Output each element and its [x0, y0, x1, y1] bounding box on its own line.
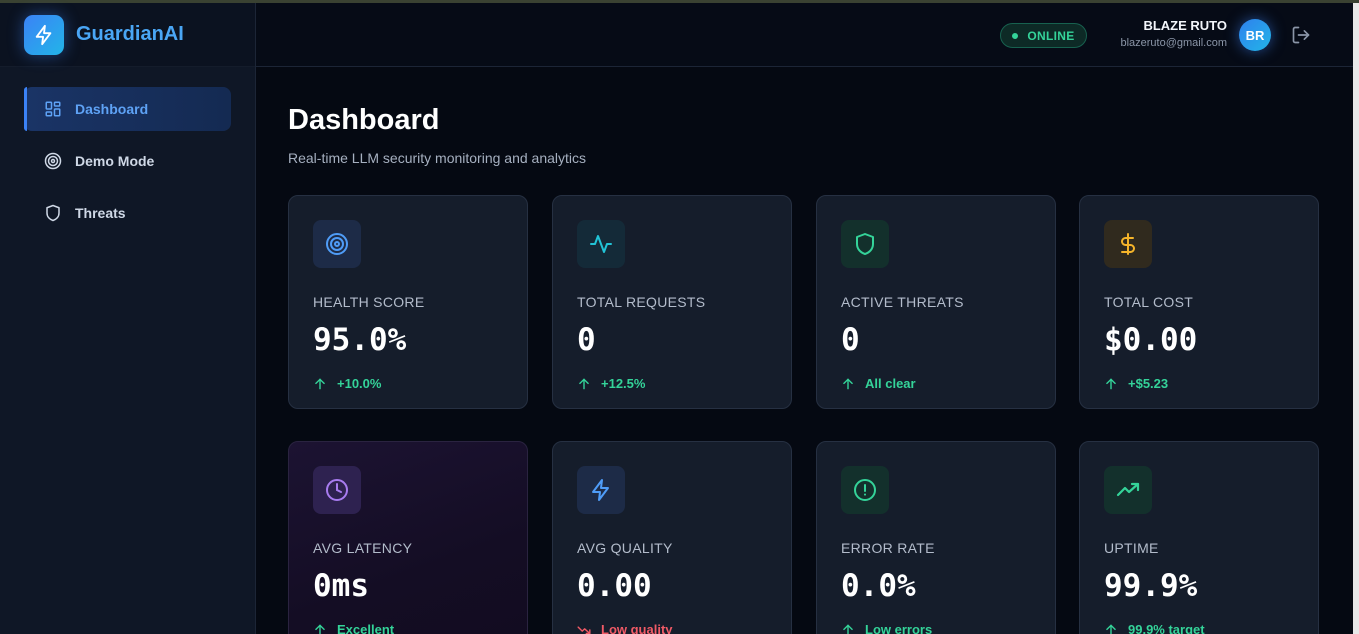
card-change-text: +$5.23	[1128, 376, 1169, 391]
status-badge: ONLINE	[1000, 23, 1087, 48]
dollar-icon	[1104, 220, 1152, 268]
brand[interactable]: GuardianAI	[0, 3, 255, 67]
metric-card-error-rate: ERROR RATE 0.0% Low errors	[816, 441, 1056, 634]
page-subtitle: Real-time LLM security monitoring and an…	[288, 150, 587, 166]
arrow-up-icon	[1104, 377, 1118, 391]
card-change-text: Low quality	[601, 622, 673, 634]
sidebar-item-label: Demo Mode	[75, 153, 155, 169]
sidebar-nav: Dashboard Demo Mode Threats	[0, 67, 255, 235]
card-label: ERROR RATE	[841, 540, 935, 556]
card-label: ACTIVE THREATS	[841, 294, 964, 310]
metric-card-total-cost: TOTAL COST $0.00 +$5.23	[1079, 195, 1319, 409]
user-name: BLAZE RUTO	[1143, 18, 1227, 33]
card-change: +12.5%	[577, 376, 767, 391]
card-change-text: 99.9% target	[1128, 622, 1205, 634]
metric-card-avg-quality: AVG QUALITY 0.00 Low quality	[552, 441, 792, 634]
brand-name: GuardianAI	[76, 23, 184, 45]
card-change: Low quality	[577, 622, 767, 634]
metric-card-avg-latency: AVG LATENCY 0ms Excellent	[288, 441, 528, 634]
alert-circle-icon	[841, 466, 889, 514]
arrow-up-icon	[313, 623, 327, 634]
metric-card-health-score: HEALTH SCORE 95.0% +10.0%	[288, 195, 528, 409]
metric-card-total-requests: TOTAL REQUESTS 0 +12.5%	[552, 195, 792, 409]
grid-icon	[44, 100, 62, 118]
card-value: 0.0%	[841, 568, 916, 604]
window-top-border	[0, 0, 1359, 3]
card-value: 95.0%	[313, 322, 407, 358]
card-label: TOTAL REQUESTS	[577, 294, 706, 310]
sidebar-item-label: Threats	[75, 205, 126, 221]
card-change: +10.0%	[313, 376, 503, 391]
user-email: blazeruto@gmail.com	[1120, 37, 1227, 49]
sidebar-item-label: Dashboard	[75, 101, 149, 117]
card-label: TOTAL COST	[1104, 294, 1194, 310]
card-change: Low errors	[841, 622, 1031, 634]
sidebar-item-demo-mode[interactable]: Demo Mode	[24, 139, 231, 183]
activity-icon	[577, 220, 625, 268]
card-change: 99.9% target	[1104, 622, 1294, 634]
card-label: HEALTH SCORE	[313, 294, 425, 310]
target-icon	[313, 220, 361, 268]
metric-card-active-threats: ACTIVE THREATS 0 All clear	[816, 195, 1056, 409]
card-change-text: All clear	[865, 376, 916, 391]
card-value: 0ms	[313, 568, 369, 604]
user-info: BLAZE RUTO blazeruto@gmail.com	[1120, 18, 1227, 49]
card-change-text: Low errors	[865, 622, 933, 634]
card-change: +$5.23	[1104, 376, 1294, 391]
card-label: UPTIME	[1104, 540, 1159, 556]
arrow-up-icon	[1104, 623, 1118, 634]
clock-icon	[313, 466, 361, 514]
bolt-icon	[577, 466, 625, 514]
trending-down-icon	[577, 623, 591, 634]
main-content: Dashboard Real-time LLM security monitor…	[288, 104, 1319, 166]
trending-up-icon	[1104, 466, 1152, 514]
card-change-text: +12.5%	[601, 376, 646, 391]
sidebar-item-threats[interactable]: Threats	[24, 191, 231, 235]
card-change: All clear	[841, 376, 1031, 391]
card-value: 0	[577, 322, 596, 358]
sidebar-item-dashboard[interactable]: Dashboard	[24, 87, 231, 131]
arrow-up-icon	[841, 623, 855, 634]
card-label: AVG LATENCY	[313, 540, 413, 556]
page-title: Dashboard	[288, 104, 440, 136]
shield-icon	[841, 220, 889, 268]
card-change: Excellent	[313, 622, 503, 634]
arrow-up-icon	[577, 377, 591, 391]
card-label: AVG QUALITY	[577, 540, 673, 556]
card-value: 0.00	[577, 568, 652, 604]
bolt-icon	[24, 14, 64, 55]
page-scrollbar[interactable]	[1353, 3, 1359, 634]
sidebar: GuardianAI Dashboard Demo Mode Threats	[0, 3, 256, 634]
card-change-text: +10.0%	[337, 376, 382, 391]
target-icon	[44, 152, 62, 170]
arrow-up-icon	[841, 377, 855, 391]
card-change-text: Excellent	[337, 622, 395, 634]
card-value: 99.9%	[1104, 568, 1198, 604]
top-header: ONLINE BLAZE RUTO blazeruto@gmail.com BR	[256, 3, 1353, 67]
metric-card-uptime: UPTIME 99.9% 99.9% target	[1079, 441, 1319, 634]
shield-icon	[44, 204, 62, 222]
logout-icon[interactable]	[1291, 25, 1311, 45]
status-text: ONLINE	[1027, 28, 1075, 43]
card-value: 0	[841, 322, 860, 358]
avatar[interactable]: BR	[1239, 19, 1271, 51]
card-value: $0.00	[1104, 322, 1198, 358]
status-dot	[1012, 32, 1019, 39]
arrow-up-icon	[313, 377, 327, 391]
